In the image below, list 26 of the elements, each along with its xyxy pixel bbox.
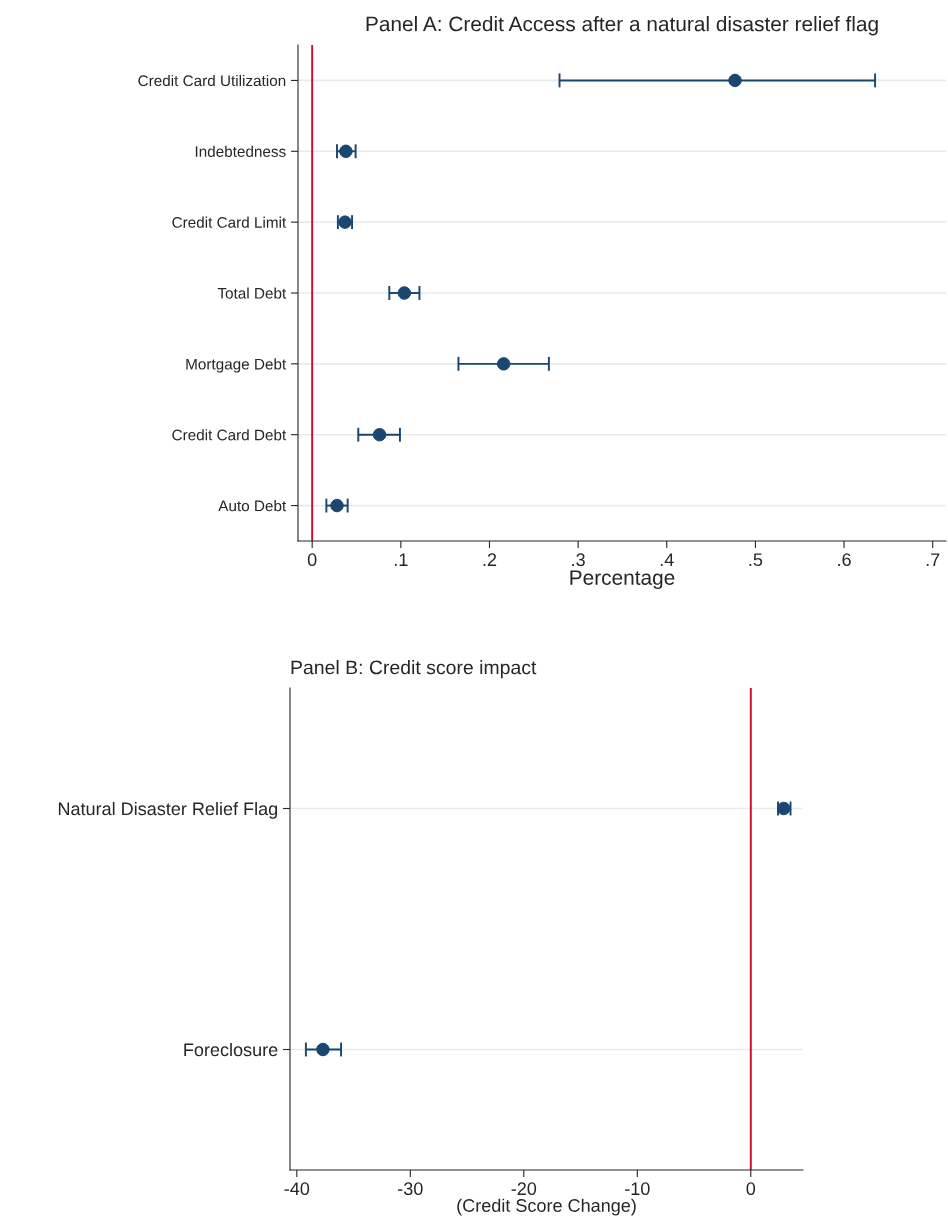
x-tick-label: .3 [572,553,585,567]
y-tick-label: Natural Disaster Relief Flag [58,801,278,819]
x-tick-label: .7 [926,553,940,566]
y-tick-label: Total Debt [217,287,287,299]
chart-title: Panel A: Credit Access after a natural disaster relief flag [366,16,878,36]
y-tick-label: Indebtedness [195,145,286,157]
x-tick-label: .5 [749,553,763,567]
x-tick-label: -30 [398,1182,423,1196]
x-tick-label: .6 [838,553,851,567]
x-tick-label: -10 [625,1182,650,1196]
chart-title: Panel B: Credit score impact [291,660,537,679]
x-axis-title: (Credit Score Change) [457,1198,636,1216]
x-tick-label: .2 [483,553,497,566]
x-tick-label: .4 [660,553,674,566]
x-tick-label: -40 [284,1182,310,1196]
x-tick-label: -20 [511,1182,537,1196]
y-tick-label: Auto Debt [218,500,287,512]
y-tick-label: Mortgage Debt [186,358,287,373]
y-tick-label: Credit Card Limit [172,216,287,228]
x-axis-title: Percentage [570,570,675,590]
y-tick-label: Foreclosure [184,1042,278,1057]
x-tick-label: 0 [307,553,317,567]
y-tick-label: Credit Card Utilization [138,74,286,87]
x-tick-label: .1 [394,553,408,566]
x-tick-label: 0 [746,1182,756,1196]
y-tick-label: Credit Card Debt [172,429,287,441]
